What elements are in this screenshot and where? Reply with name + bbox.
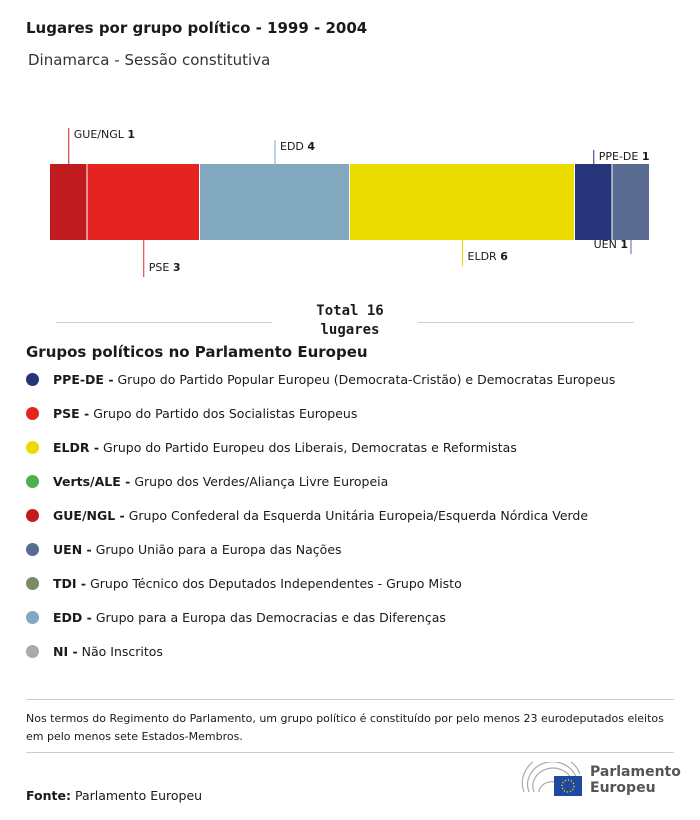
footnote: Nos termos do Regimento do Parlamento, u…	[26, 712, 664, 743]
chart-title: Lugares por grupo político - 1999 - 2004	[26, 19, 368, 37]
bar-segment-gue-ngl	[50, 164, 87, 240]
data-label: UEN 1	[594, 238, 628, 251]
bar-segment-pse	[87, 164, 199, 240]
legend-swatch	[26, 475, 39, 488]
bar-segment-edd	[200, 164, 349, 240]
legend-item: PPE-DE - Grupo do Partido Popular Europe…	[26, 372, 615, 387]
legend-item: UEN - Grupo União para a Europa das Naçõ…	[26, 542, 342, 557]
legend-desc: Grupo Confederal da Esquerda Unitária Eu…	[128, 508, 589, 523]
legend-abbr: TDI -	[53, 576, 87, 591]
data-label: EDD 4	[280, 140, 315, 153]
legend-abbr: EDD -	[53, 610, 92, 625]
legend-swatch	[26, 645, 39, 658]
legend-swatch	[26, 441, 39, 454]
legend-item: ELDR - Grupo do Partido Europeu dos Libe…	[26, 440, 517, 455]
legend-desc: Grupo do Partido dos Socialistas Europeu…	[93, 406, 358, 421]
legend-item: EDD - Grupo para a Europa das Democracia…	[26, 610, 446, 625]
legend-abbr: UEN -	[53, 542, 92, 557]
legend-desc: Grupo do Partido Popular Europeu (Democr…	[117, 372, 616, 387]
legend-swatch	[26, 407, 39, 420]
legend-item: NI - Não Inscritos	[26, 644, 163, 659]
legend-item: PSE - Grupo do Partido dos Socialistas E…	[26, 406, 357, 421]
divider	[26, 752, 674, 753]
data-label: PPE-DE 1	[599, 150, 650, 163]
total-line2: lugares	[320, 322, 380, 338]
data-label: GUE/NGL 1	[74, 128, 135, 141]
legend-abbr: GUE/NGL -	[53, 508, 125, 523]
bar-segment-eldr	[350, 164, 574, 240]
source-value: Parlamento Europeu	[74, 788, 203, 803]
divider	[418, 322, 634, 323]
legend-desc: Grupo do Partido Europeu dos Liberais, D…	[103, 440, 517, 455]
legend-abbr: NI -	[53, 644, 78, 659]
legend-swatch	[26, 543, 39, 556]
legend-abbr: ELDR -	[53, 440, 100, 455]
legend-desc: Grupo Técnico dos Deputados Independente…	[90, 576, 462, 591]
hemicycle-eu-flag-icon	[521, 762, 582, 796]
source: Fonte: Parlamento Europeu	[26, 788, 202, 803]
logo-line2: Europeu	[590, 780, 656, 796]
legend-desc: Grupo dos Verdes/Aliança Livre Europeia	[134, 474, 389, 489]
divider	[26, 699, 674, 700]
data-label: PSE 3	[149, 261, 181, 274]
legend-abbr: Verts/ALE -	[53, 474, 131, 489]
legend-item: TDI - Grupo Técnico dos Deputados Indepe…	[26, 576, 462, 591]
legend-abbr: PPE-DE -	[53, 372, 114, 387]
parliament-logo: Parlamento Europeu	[520, 762, 681, 798]
legend-title: Grupos políticos no Parlamento Europeu	[26, 343, 368, 361]
chart-subtitle: Dinamarca - Sessão constitutiva	[28, 51, 271, 69]
source-label: Fonte:	[26, 788, 71, 803]
total-line1: Total 16	[316, 303, 384, 319]
logo-line1: Parlamento	[590, 764, 681, 780]
stacked-bar-chart: GUE/NGL 1 PSE 3 EDD 4 ELDR 6 PPE-DE 1 UEN 1	[50, 128, 650, 277]
bar-segment-ppe-de	[575, 164, 612, 240]
data-label: ELDR 6	[468, 250, 509, 263]
legend-swatch	[26, 577, 39, 590]
divider	[56, 322, 272, 323]
total-label: Total 16 lugares	[300, 302, 400, 340]
bar-segment-uen	[612, 164, 649, 240]
legend-item: Verts/ALE - Grupo dos Verdes/Aliança Liv…	[26, 474, 388, 489]
legend-swatch	[26, 373, 39, 386]
legend-desc: Não Inscritos	[81, 644, 163, 659]
legend-swatch	[26, 509, 39, 522]
legend-desc: Grupo União para a Europa das Nações	[95, 542, 342, 557]
legend-swatch	[26, 611, 39, 624]
legend-desc: Grupo para a Europa das Democracias e da…	[95, 610, 446, 625]
legend-item: GUE/NGL - Grupo Confederal da Esquerda U…	[26, 508, 588, 523]
legend-abbr: PSE -	[53, 406, 90, 421]
